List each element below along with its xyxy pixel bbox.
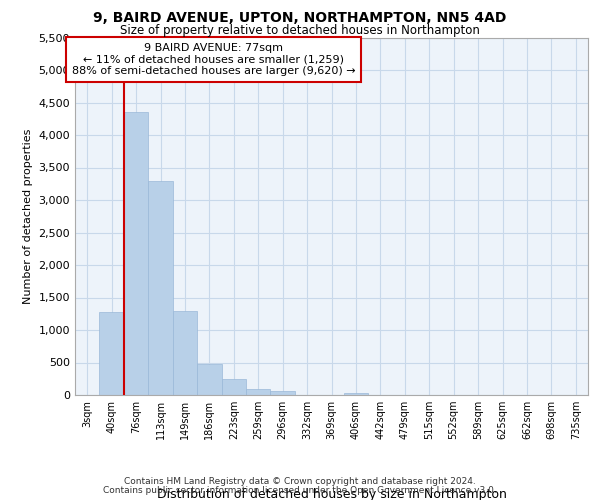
Bar: [124, 112, 148, 395]
X-axis label: Distribution of detached houses by size in Northampton: Distribution of detached houses by size …: [157, 488, 506, 500]
Bar: [197, 364, 221, 395]
Bar: [173, 310, 197, 395]
Text: 9, BAIRD AVENUE, UPTON, NORTHAMPTON, NN5 4AD: 9, BAIRD AVENUE, UPTON, NORTHAMPTON, NN5…: [94, 11, 506, 25]
Bar: [344, 393, 368, 395]
Bar: [100, 312, 124, 395]
Y-axis label: Number of detached properties: Number of detached properties: [23, 128, 33, 304]
Text: 9 BAIRD AVENUE: 77sqm
← 11% of detached houses are smaller (1,259)
88% of semi-d: 9 BAIRD AVENUE: 77sqm ← 11% of detached …: [71, 43, 355, 76]
Text: Contains public sector information licensed under the Open Government Licence v3: Contains public sector information licen…: [103, 486, 497, 495]
Bar: [271, 391, 295, 395]
Bar: [148, 180, 173, 395]
Bar: [246, 388, 271, 395]
Bar: [221, 380, 246, 395]
Text: Size of property relative to detached houses in Northampton: Size of property relative to detached ho…: [120, 24, 480, 37]
Text: Contains HM Land Registry data © Crown copyright and database right 2024.: Contains HM Land Registry data © Crown c…: [124, 477, 476, 486]
